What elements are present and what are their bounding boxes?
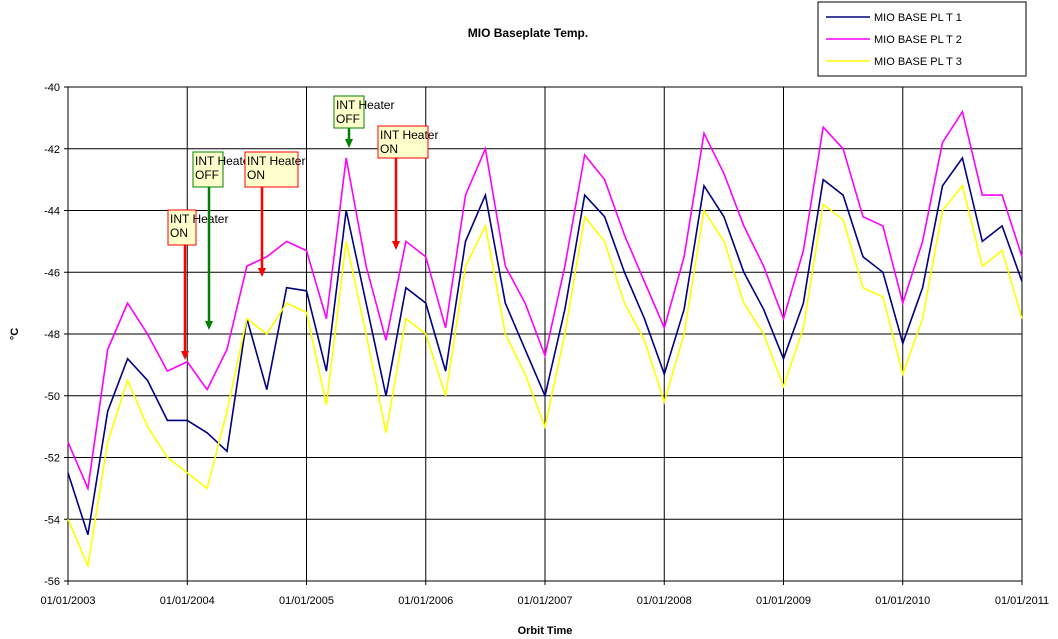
series-line (67, 109, 1023, 492)
annotation-arrowhead (345, 139, 353, 148)
legend-label: MIO BASE PL T 1 (874, 12, 962, 24)
x-tick-label: 01/01/2005 (279, 595, 334, 607)
y-tick-label: -52 (44, 453, 60, 465)
x-tick-label: 01/01/2011 (995, 595, 1049, 607)
chart-title: MIO Baseplate Temp. (468, 26, 588, 40)
annotation-box (167, 209, 197, 246)
y-tick-label: -56 (44, 576, 60, 588)
series-line (67, 156, 1023, 535)
annotation-text: INT Heater (380, 128, 438, 142)
annotation-text: INT Heater (195, 154, 253, 168)
annotation-text: ON (170, 226, 188, 240)
y-axis-label: °C (9, 328, 21, 340)
y-tick-label: -48 (44, 329, 60, 341)
y-tick-label: -50 (44, 391, 60, 403)
annotation-text: INT Heater (170, 212, 228, 226)
annotation-text: INT Heater (336, 98, 394, 112)
annotation-text: ON (247, 168, 265, 182)
annotation-text: ON (380, 142, 398, 156)
y-tick-label: -40 (44, 82, 60, 94)
x-axis-label: Orbit Time (518, 625, 573, 637)
annotation-arrowhead (181, 351, 189, 360)
y-tick-label: -46 (44, 267, 60, 279)
x-tick-label: 01/01/2006 (398, 595, 453, 607)
x-tick-label: 01/01/2008 (637, 595, 692, 607)
annotation-box (377, 125, 429, 159)
x-tick-label: 01/01/2003 (40, 595, 95, 607)
y-tick-label: -42 (44, 144, 60, 156)
annotation-box (244, 151, 299, 188)
x-tick-label: 01/01/2004 (160, 595, 215, 607)
series-line (67, 184, 1023, 569)
annotation-text: OFF (195, 168, 219, 182)
annotation-arrowhead (392, 241, 400, 250)
x-tick-label: 01/01/2009 (756, 595, 811, 607)
y-tick-label: -54 (44, 514, 60, 526)
y-tick-label: -44 (44, 206, 60, 218)
annotation-arrowhead (205, 321, 213, 330)
legend-label: MIO BASE PL T 2 (874, 34, 962, 46)
legend-label: MIO BASE PL T 3 (874, 56, 962, 68)
x-tick-label: 01/01/2010 (875, 595, 930, 607)
annotation-box (192, 151, 224, 188)
annotation-arrowhead (258, 268, 266, 277)
annotation-text: OFF (336, 112, 360, 126)
annotation-box (333, 95, 365, 129)
x-tick-label: 01/01/2007 (517, 595, 572, 607)
annotation-text: INT Heater (247, 154, 305, 168)
